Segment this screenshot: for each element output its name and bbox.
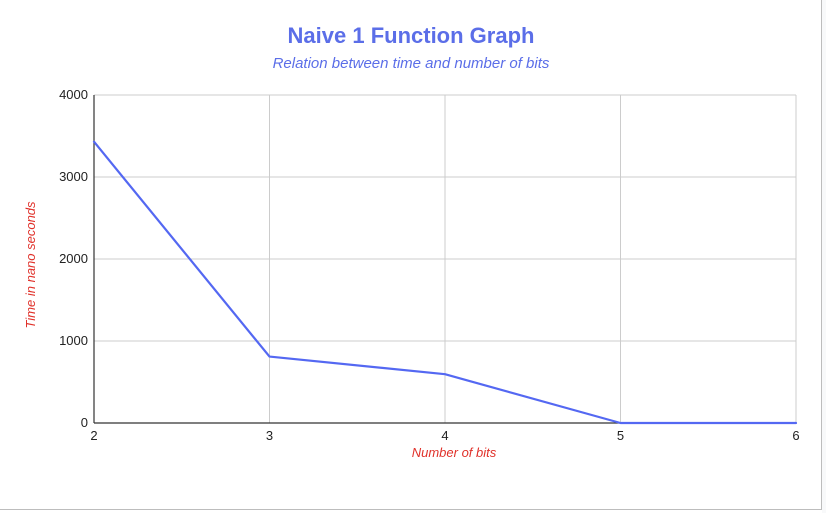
tick-labels: 0 1000 2000 3000 4000 2 3 4 5 6 — [59, 87, 800, 443]
y-axis-title: Time in nano seconds — [23, 201, 38, 329]
x-tick-label: 5 — [617, 428, 624, 443]
spreadsheet-gutter — [822, 0, 826, 513]
y-tick-label: 2000 — [59, 251, 88, 266]
chart-title: Naive 1 Function Graph — [288, 23, 535, 48]
series-layer — [92, 140, 798, 425]
y-tick-label: 0 — [81, 415, 88, 430]
y-tick-label: 4000 — [59, 87, 88, 102]
y-tick-label: 3000 — [59, 169, 88, 184]
x-tick-label: 6 — [792, 428, 799, 443]
x-tick-label: 4 — [441, 428, 448, 443]
x-tick-label: 2 — [90, 428, 97, 443]
x-tick-label: 3 — [266, 428, 273, 443]
y-tick-label: 1000 — [59, 333, 88, 348]
gridlines — [94, 94, 797, 423]
chart-subtitle: Relation between time and number of bits — [273, 55, 550, 72]
x-axis-title: Number of bits — [412, 445, 497, 460]
